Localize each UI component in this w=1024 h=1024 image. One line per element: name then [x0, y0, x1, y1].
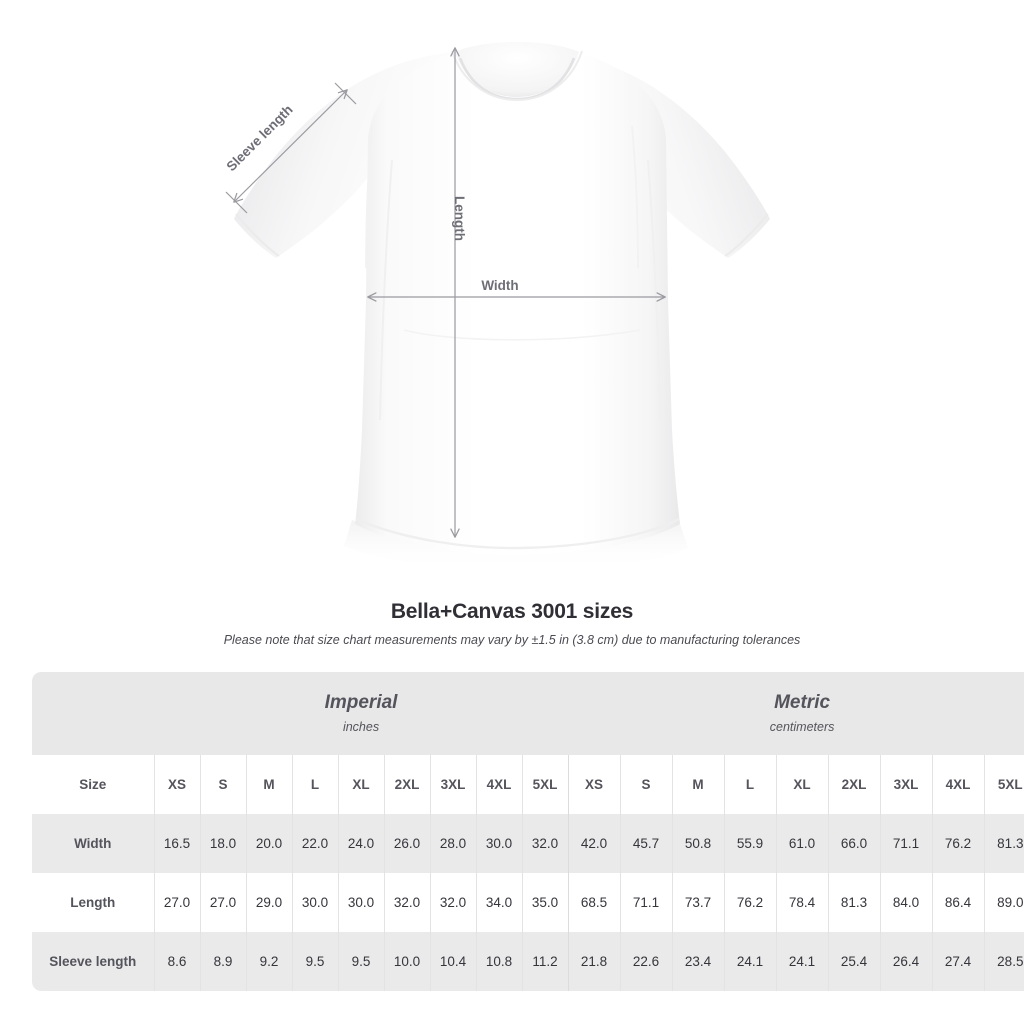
tshirt-graphic	[234, 42, 770, 572]
cell-width-imp-3: 22.0	[291, 814, 338, 873]
cell-width-imp-6: 28.0	[429, 814, 476, 873]
cell-width-imp-4: 24.0	[337, 814, 384, 873]
cell-width-imp-2: 20.0	[245, 814, 292, 873]
annotation-width-label: Width	[481, 278, 518, 293]
cell-size-imp-1: S	[199, 755, 246, 814]
cell-width-imp-8: 32.0	[521, 814, 569, 873]
cell-sleeve-met-5: 25.4	[827, 932, 881, 991]
cell-length-imp-5: 32.0	[383, 873, 430, 932]
cell-sleeve-imp-5: 10.0	[383, 932, 430, 991]
cell-length-met-1: 71.1	[619, 873, 673, 932]
cell-size-met-7: 4XL	[931, 755, 985, 814]
cell-sleeve-met-4: 24.1	[775, 932, 829, 991]
unit-header-imperial-sub: inches	[342, 720, 380, 734]
cell-sleeve-imp-8: 11.2	[521, 932, 569, 991]
cell-size-imp-0: XS	[153, 755, 200, 814]
cell-width-met-8: 81.3	[983, 814, 1024, 873]
row-label-length: Length	[32, 873, 154, 932]
cell-size-met-2: M	[671, 755, 725, 814]
unit-header-row: Imperial inches Metric centimeters	[32, 672, 1024, 755]
cell-sleeve-imp-3: 9.5	[291, 932, 338, 991]
unit-header-imperial-name: Imperial	[324, 692, 398, 713]
cell-size-imp-4: XL	[337, 755, 384, 814]
table-row-size: Size XS S M L XL 2XL 3XL 4XL 5XL XS S M …	[32, 755, 1024, 814]
table-row-length: Length 27.0 27.0 29.0 30.0 30.0 32.0 32.…	[32, 873, 1024, 932]
cell-size-imp-3: L	[291, 755, 338, 814]
cell-width-met-7: 76.2	[931, 814, 985, 873]
cell-length-imp-7: 34.0	[475, 873, 522, 932]
cell-length-met-6: 84.0	[879, 873, 933, 932]
tshirt-measurement-diagram: Sleeve length Length Width	[224, 42, 770, 572]
cell-width-met-3: 55.9	[723, 814, 777, 873]
cell-width-imp-0: 16.5	[153, 814, 200, 873]
cell-sleeve-imp-2: 9.2	[245, 932, 292, 991]
cell-sleeve-met-3: 24.1	[723, 932, 777, 991]
cell-width-met-0: 42.0	[567, 814, 621, 873]
cell-size-met-0: XS	[567, 755, 621, 814]
cell-width-met-6: 71.1	[879, 814, 933, 873]
row-label-sleeve-length: Sleeve length	[32, 932, 154, 991]
cell-length-imp-6: 32.0	[429, 873, 476, 932]
cell-size-met-6: 3XL	[879, 755, 933, 814]
cell-sleeve-met-1: 22.6	[619, 932, 673, 991]
cell-length-met-8: 89.0	[983, 873, 1024, 932]
cell-length-imp-4: 30.0	[337, 873, 384, 932]
cell-sleeve-imp-0: 8.6	[153, 932, 200, 991]
cell-width-imp-5: 26.0	[383, 814, 430, 873]
heading-block: Bella+Canvas 3001 sizes Please note that…	[0, 600, 1024, 647]
cell-length-met-5: 81.3	[827, 873, 881, 932]
unit-header-metric-name: Metric	[774, 692, 831, 713]
cell-width-met-4: 61.0	[775, 814, 829, 873]
cell-size-imp-8: 5XL	[521, 755, 569, 814]
cell-sleeve-met-6: 26.4	[879, 932, 933, 991]
cell-size-imp-6: 3XL	[429, 755, 476, 814]
cell-sleeve-met-8: 28.5	[983, 932, 1024, 991]
cell-size-imp-2: M	[245, 755, 292, 814]
cell-sleeve-met-0: 21.8	[567, 932, 621, 991]
cell-size-met-5: 2XL	[827, 755, 881, 814]
annotation-width: Width	[367, 278, 666, 302]
cell-sleeve-met-2: 23.4	[671, 932, 725, 991]
unit-header-spacer	[32, 672, 154, 755]
cell-size-met-1: S	[619, 755, 673, 814]
cell-width-imp-7: 30.0	[475, 814, 522, 873]
cell-size-imp-7: 4XL	[475, 755, 522, 814]
cell-size-imp-5: 2XL	[383, 755, 430, 814]
cell-length-met-3: 76.2	[723, 873, 777, 932]
table-row-width: Width 16.5 18.0 20.0 22.0 24.0 26.0 28.0…	[32, 814, 1024, 873]
size-chart-table: Imperial inches Metric centimeters Size …	[32, 672, 1024, 991]
cell-width-imp-1: 18.0	[199, 814, 246, 873]
cell-width-met-1: 45.7	[619, 814, 673, 873]
cell-length-imp-2: 29.0	[245, 873, 292, 932]
cell-length-imp-8: 35.0	[521, 873, 569, 932]
cell-sleeve-met-7: 27.4	[931, 932, 985, 991]
cell-size-met-4: XL	[775, 755, 829, 814]
cell-size-met-3: L	[723, 755, 777, 814]
cell-sleeve-imp-1: 8.9	[199, 932, 246, 991]
cell-length-imp-3: 30.0	[291, 873, 338, 932]
cell-width-met-2: 50.8	[671, 814, 725, 873]
unit-header-imperial: Imperial inches	[154, 672, 569, 755]
annotation-length-label: Length	[452, 196, 467, 241]
cell-size-met-8: 5XL	[983, 755, 1024, 814]
unit-header-metric-sub: centimeters	[769, 720, 835, 734]
table-row-sleeve-length: Sleeve length 8.6 8.9 9.2 9.5 9.5 10.0 1…	[32, 932, 1024, 991]
cell-length-met-2: 73.7	[671, 873, 725, 932]
cell-length-imp-0: 27.0	[153, 873, 200, 932]
cell-length-met-0: 68.5	[567, 873, 621, 932]
cell-length-met-7: 86.4	[931, 873, 985, 932]
row-label-size: Size	[32, 755, 154, 814]
cell-length-imp-1: 27.0	[199, 873, 246, 932]
unit-header-metric: Metric centimeters	[568, 672, 1024, 755]
cell-width-met-5: 66.0	[827, 814, 881, 873]
page-title: Bella+Canvas 3001 sizes	[390, 600, 634, 623]
size-chart-table-wrapper: Imperial inches Metric centimeters Size …	[32, 672, 1024, 991]
cell-sleeve-imp-6: 10.4	[429, 932, 476, 991]
row-label-width: Width	[32, 814, 154, 873]
cell-length-met-4: 78.4	[775, 873, 829, 932]
cell-sleeve-imp-4: 9.5	[337, 932, 384, 991]
tolerance-note: Please note that size chart measurements…	[223, 633, 801, 647]
cell-sleeve-imp-7: 10.8	[475, 932, 522, 991]
